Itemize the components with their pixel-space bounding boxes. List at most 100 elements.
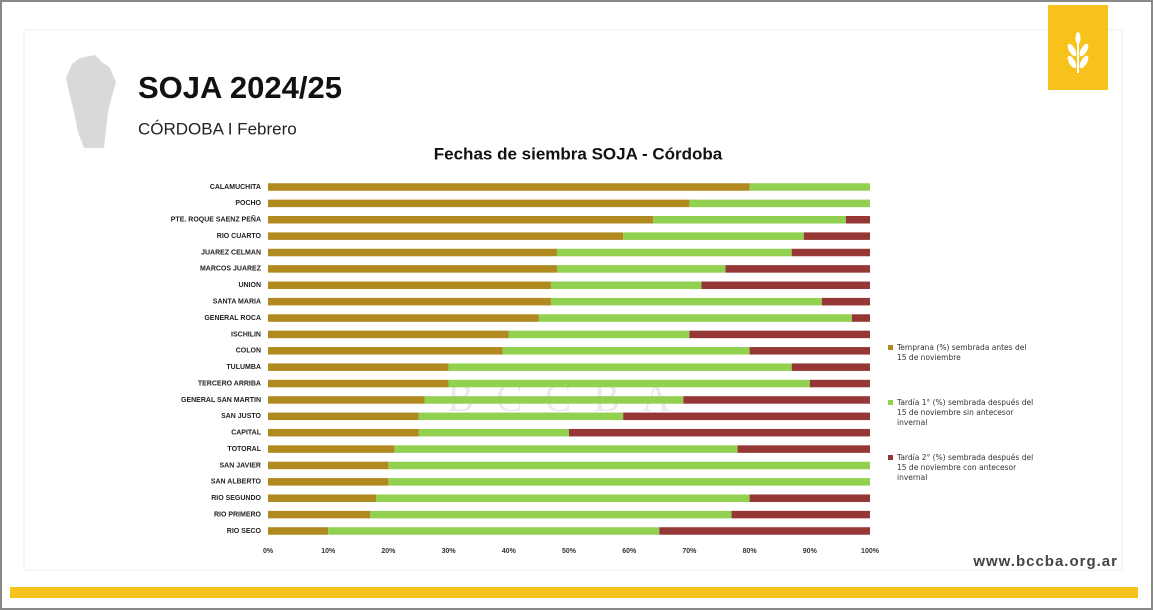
bar-segment [448,379,810,388]
bar-segment [328,527,660,535]
bar-segment [538,314,852,322]
bar-segment [749,494,870,502]
y-tick-label: SAN JAVIER [220,462,262,469]
bar-segment [731,510,870,519]
y-tick-label: GENERAL SAN MARTIN [181,397,261,404]
footer-stripe [10,587,1138,598]
legend-item: Tardía 1° (%) sembrada después del 15 de… [888,398,1037,428]
x-tick-label: 50% [562,548,577,555]
page-subtitle: CÓRDOBA I Febrero [138,119,297,138]
x-tick-label: 0% [263,548,274,555]
bar-segment [268,510,371,519]
bar-segment [268,445,395,453]
bar-segment [268,281,551,290]
bar-segment [550,281,702,290]
y-tick-label: COLON [236,348,261,355]
y-tick-label: SAN ALBERTO [211,479,262,486]
bar-segment [683,396,870,404]
legend-label: Temprana (%) sembrada antes del 15 de no… [897,343,1027,362]
bar-segment [556,248,792,257]
y-tick-label: TULUMBA [226,364,261,371]
slide-border [23,29,1123,571]
bar-segment [556,265,726,273]
bar-segment [809,379,870,388]
bar-segment [701,281,870,290]
bar-segment [268,265,557,273]
bar-segment [424,396,684,404]
y-tick-label: RIO SECO [227,528,262,535]
y-tick-label: PTE. ROQUE SAENZ PEÑA [171,215,261,224]
bar-segment [394,445,738,453]
bar-segment [550,297,822,306]
bar-segment [821,297,870,306]
bar-segment [268,494,377,502]
x-tick-label: 90% [803,548,818,555]
x-tick-label: 70% [682,548,697,555]
y-tick-label: TERCERO ARRIBA [198,380,261,387]
x-tick-label: 30% [442,548,457,555]
bar-segment [689,330,870,339]
bar-segment [502,347,750,355]
y-tick-label: ISCHILIN [231,331,261,338]
chart-title: Fechas de siembra SOJA - Córdoba [434,144,723,163]
bar-segment [388,478,870,486]
bar-segment [268,232,624,240]
y-tick-label: JUAREZ CELMAN [201,249,261,256]
legend-item: Temprana (%) sembrada antes del 15 de no… [888,343,1037,363]
y-tick-label: UNION [238,282,261,289]
bar-segment [268,396,425,404]
x-tick-label: 60% [622,548,637,555]
bar-segment [737,445,870,453]
bar-segment [791,248,870,257]
y-tick-label: RIO CUARTO [217,233,262,240]
x-tick-label: 20% [381,548,396,555]
bar-segment [689,199,870,208]
y-tick-label: SAN JUSTO [221,413,261,420]
legend-item: Tardía 2° (%) sembrada después del 15 de… [888,453,1037,483]
footer-url: www.bccba.org.ar [972,553,1118,570]
bar-segment [803,232,870,240]
y-tick-label: GENERAL ROCA [204,315,261,322]
bar-segment [388,461,870,470]
province-map [66,55,116,148]
y-tick-label: POCHO [235,200,261,207]
y-tick-label: TOTORAL [227,446,261,453]
bar-segment [448,363,792,371]
y-tick-label: RIO SEGUNDO [211,495,261,502]
bar-segment [268,461,389,470]
legend-label: Tardía 1° (%) sembrada después del 15 de… [897,398,1034,427]
legend-swatch [888,455,893,460]
bar-segment [268,297,551,306]
y-tick-label: CAPITAL [231,430,262,437]
bar-segment [791,363,870,371]
bar-segment [569,428,870,437]
x-tick-label: 80% [743,548,758,555]
bar-segment [268,216,654,224]
bar-segment [376,494,750,502]
bar-segment [653,216,846,224]
bar-segment [268,314,539,322]
x-tick-label: 100% [861,548,880,555]
legend-swatch [888,400,893,405]
y-tick-label: MARCOS JUAREZ [200,266,262,273]
bar-segment [851,314,870,322]
bar-segment [418,412,624,421]
bar-segment [725,265,870,273]
legend-label: Tardía 2° (%) sembrada después del 15 de… [897,453,1034,482]
page-title: SOJA 2024/25 [138,70,342,105]
bar-segment [268,248,557,257]
bar-segment [268,379,449,388]
bar-segment [659,527,870,535]
bar-segment [268,412,419,421]
bar-segment [418,428,569,437]
bar-segment [623,232,804,240]
legend-swatch [888,345,893,350]
bar-segment [268,527,329,535]
x-tick-label: 10% [321,548,336,555]
bar-segment [845,216,870,224]
bar-segment [268,428,419,437]
bar-segment [623,412,870,421]
bar-segment [268,330,509,339]
